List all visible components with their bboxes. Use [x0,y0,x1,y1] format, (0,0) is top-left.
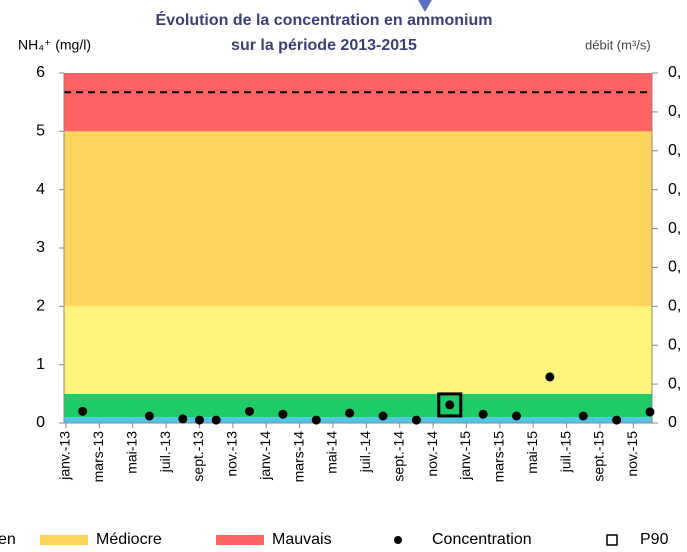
point [578,411,588,421]
y-tick-label: 2 [36,298,45,315]
y2-tick-label: 0, [668,142,681,159]
point [345,408,355,418]
point [378,411,388,421]
band [64,417,652,423]
band [64,393,652,418]
y-tick-label: 3 [36,239,45,256]
point [445,400,455,410]
x-tick-label: nov.-13 [224,431,240,477]
band [64,73,652,132]
y-tick-label: 1 [36,356,45,373]
point [311,415,321,425]
point [645,407,655,417]
y2-tick-label: 0, [668,298,681,315]
x-tick-label: mai-15 [524,431,540,474]
p90-marker [437,392,463,418]
y2-tick-label: 0, [668,220,681,237]
y2-tick-label: 0, [668,64,681,81]
point [144,411,154,421]
x-tick-label: nov.-15 [624,431,640,477]
legend-marker [394,536,402,544]
legend-label: Médiocre [96,531,162,548]
point [512,411,522,421]
legend-label: Concentration [432,531,532,548]
y2-tick-label: 0, [668,259,681,276]
point [545,372,555,382]
x-tick-label: janv.-14 [257,431,273,481]
band [64,131,652,307]
x-tick-label: janv.-15 [457,431,473,481]
legend-swatch [216,535,264,545]
point [478,409,488,419]
point [178,414,188,424]
x-tick-label: mars-14 [290,431,306,483]
chart-title: sur la période 2013-2015 [231,37,417,54]
y2-tick-label: 0, [668,375,681,392]
legend-label: P90 [640,531,669,548]
x-tick-label: sept.-15 [591,431,607,482]
y2-axis-label: débit (m³/s) [585,37,651,52]
chart-title: Évolution de la concentration en ammoniu… [156,10,493,29]
y-tick-label: 4 [36,181,45,198]
y-axis-label: NH₄⁺ (mg/l) [18,37,91,53]
x-tick-label: nov.-14 [424,431,440,477]
y-tick-label: 0 [36,414,45,431]
x-tick-label: mars-13 [90,431,106,483]
point [612,415,622,425]
legend-marker [606,534,618,546]
legend-label: en [0,531,16,548]
point [411,415,421,425]
y2-tick-label: 0, [668,103,681,120]
x-tick-label: sept.-14 [390,431,406,482]
point [211,415,221,425]
band [64,306,652,394]
indicator [418,0,432,12]
point [278,409,288,419]
x-tick-label: mai-14 [324,431,340,474]
x-tick-label: juil.-14 [357,431,373,473]
x-tick-label: sept.-13 [190,431,206,482]
legend-label: Mauvais [272,531,332,548]
point [245,406,255,416]
y2-tick-label: 0, [668,336,681,353]
y2-tick-label: 0 [668,414,677,431]
point [78,406,88,416]
x-tick-label: mars-15 [491,431,507,483]
x-tick-label: juil.-15 [557,431,573,473]
y2-tick-label: 0, [668,181,681,198]
point [194,415,204,425]
x-tick-label: juil.-13 [157,431,173,473]
y-tick-label: 5 [36,123,45,140]
legend-swatch [40,535,88,545]
x-tick-label: mai-13 [123,431,139,474]
x-tick-label: janv.-13 [57,431,73,481]
y-tick-label: 6 [36,64,45,81]
